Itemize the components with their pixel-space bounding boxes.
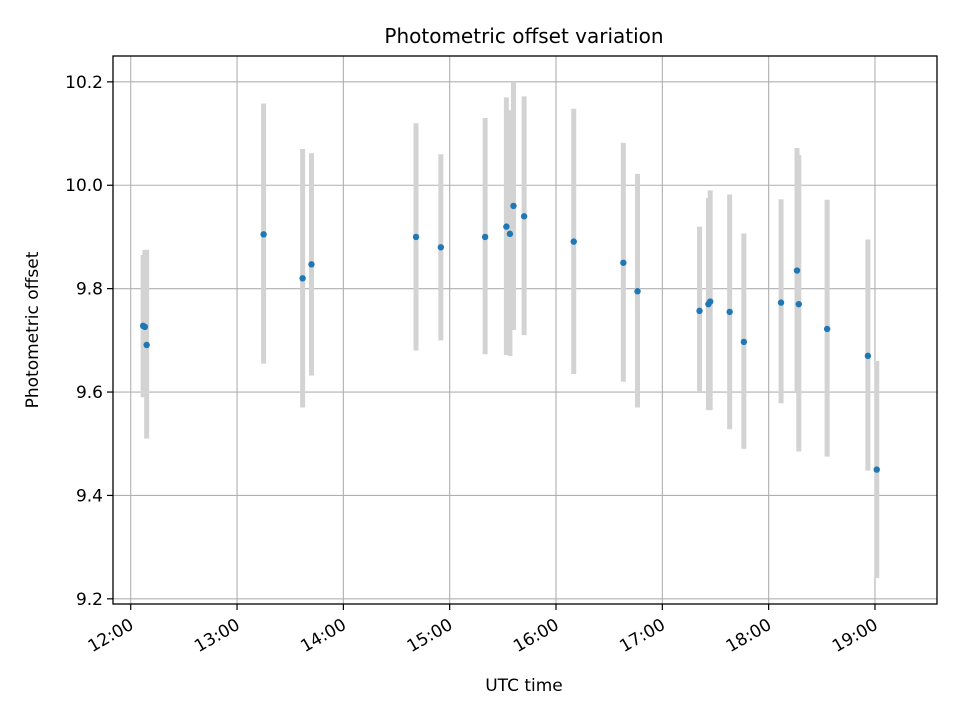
data-point — [777, 299, 785, 306]
y-tick-label: 9.4 — [76, 486, 103, 506]
x-axis-ticks: 12:00 13:00 14:00 15:00 16:00 17:00 18:00 19:00 — [85, 604, 881, 657]
data-point — [308, 261, 315, 268]
plot-area-frame — [112, 55, 938, 605]
data-point — [503, 223, 510, 230]
data-point — [260, 231, 267, 238]
x-axis-label: UTC time — [485, 676, 563, 696]
data-point — [864, 352, 872, 360]
chart-title: Photometric offset variation — [384, 24, 663, 48]
data-point — [510, 202, 517, 210]
x-tick-label: 14:00 — [297, 615, 349, 657]
data-point — [143, 341, 150, 349]
error-bars — [140, 81, 880, 579]
y-tick-label: 9.8 — [76, 280, 103, 300]
data-point — [740, 338, 748, 346]
data-point — [795, 300, 802, 308]
data-point — [620, 259, 627, 266]
x-tick-label: 18:00 — [723, 615, 775, 657]
x-tick-label: 15:00 — [404, 615, 456, 657]
data-point — [706, 298, 714, 305]
y-tick-label: 10.2 — [65, 73, 103, 93]
y-axis-ticks: 9.2 9.4 9.6 9.8 10.0 10.2 — [65, 73, 113, 610]
x-tick-label: 12:00 — [85, 615, 137, 657]
data-point — [141, 323, 149, 331]
data-point — [570, 238, 577, 245]
data-point — [506, 230, 514, 238]
data-point — [726, 308, 733, 316]
data-point — [437, 244, 445, 251]
data-point — [634, 288, 641, 295]
y-axis-label: Photometric offset — [23, 251, 43, 408]
y-tick-label: 9.6 — [76, 383, 103, 403]
data-point — [696, 307, 703, 315]
data-point — [823, 325, 831, 333]
x-tick-label: 13:00 — [191, 615, 243, 657]
x-tick-label: 16:00 — [510, 615, 562, 657]
data-point — [793, 267, 801, 274]
data-point — [299, 275, 306, 282]
data-points — [139, 202, 880, 473]
data-point — [412, 233, 420, 241]
y-tick-label: 10.0 — [65, 176, 103, 196]
y-tick-label: 9.2 — [76, 590, 103, 610]
data-point — [481, 233, 489, 241]
x-tick-label: 19:00 — [829, 615, 881, 657]
data-point — [520, 213, 528, 220]
data-point — [873, 466, 880, 473]
x-tick-label: 17:00 — [616, 615, 668, 657]
